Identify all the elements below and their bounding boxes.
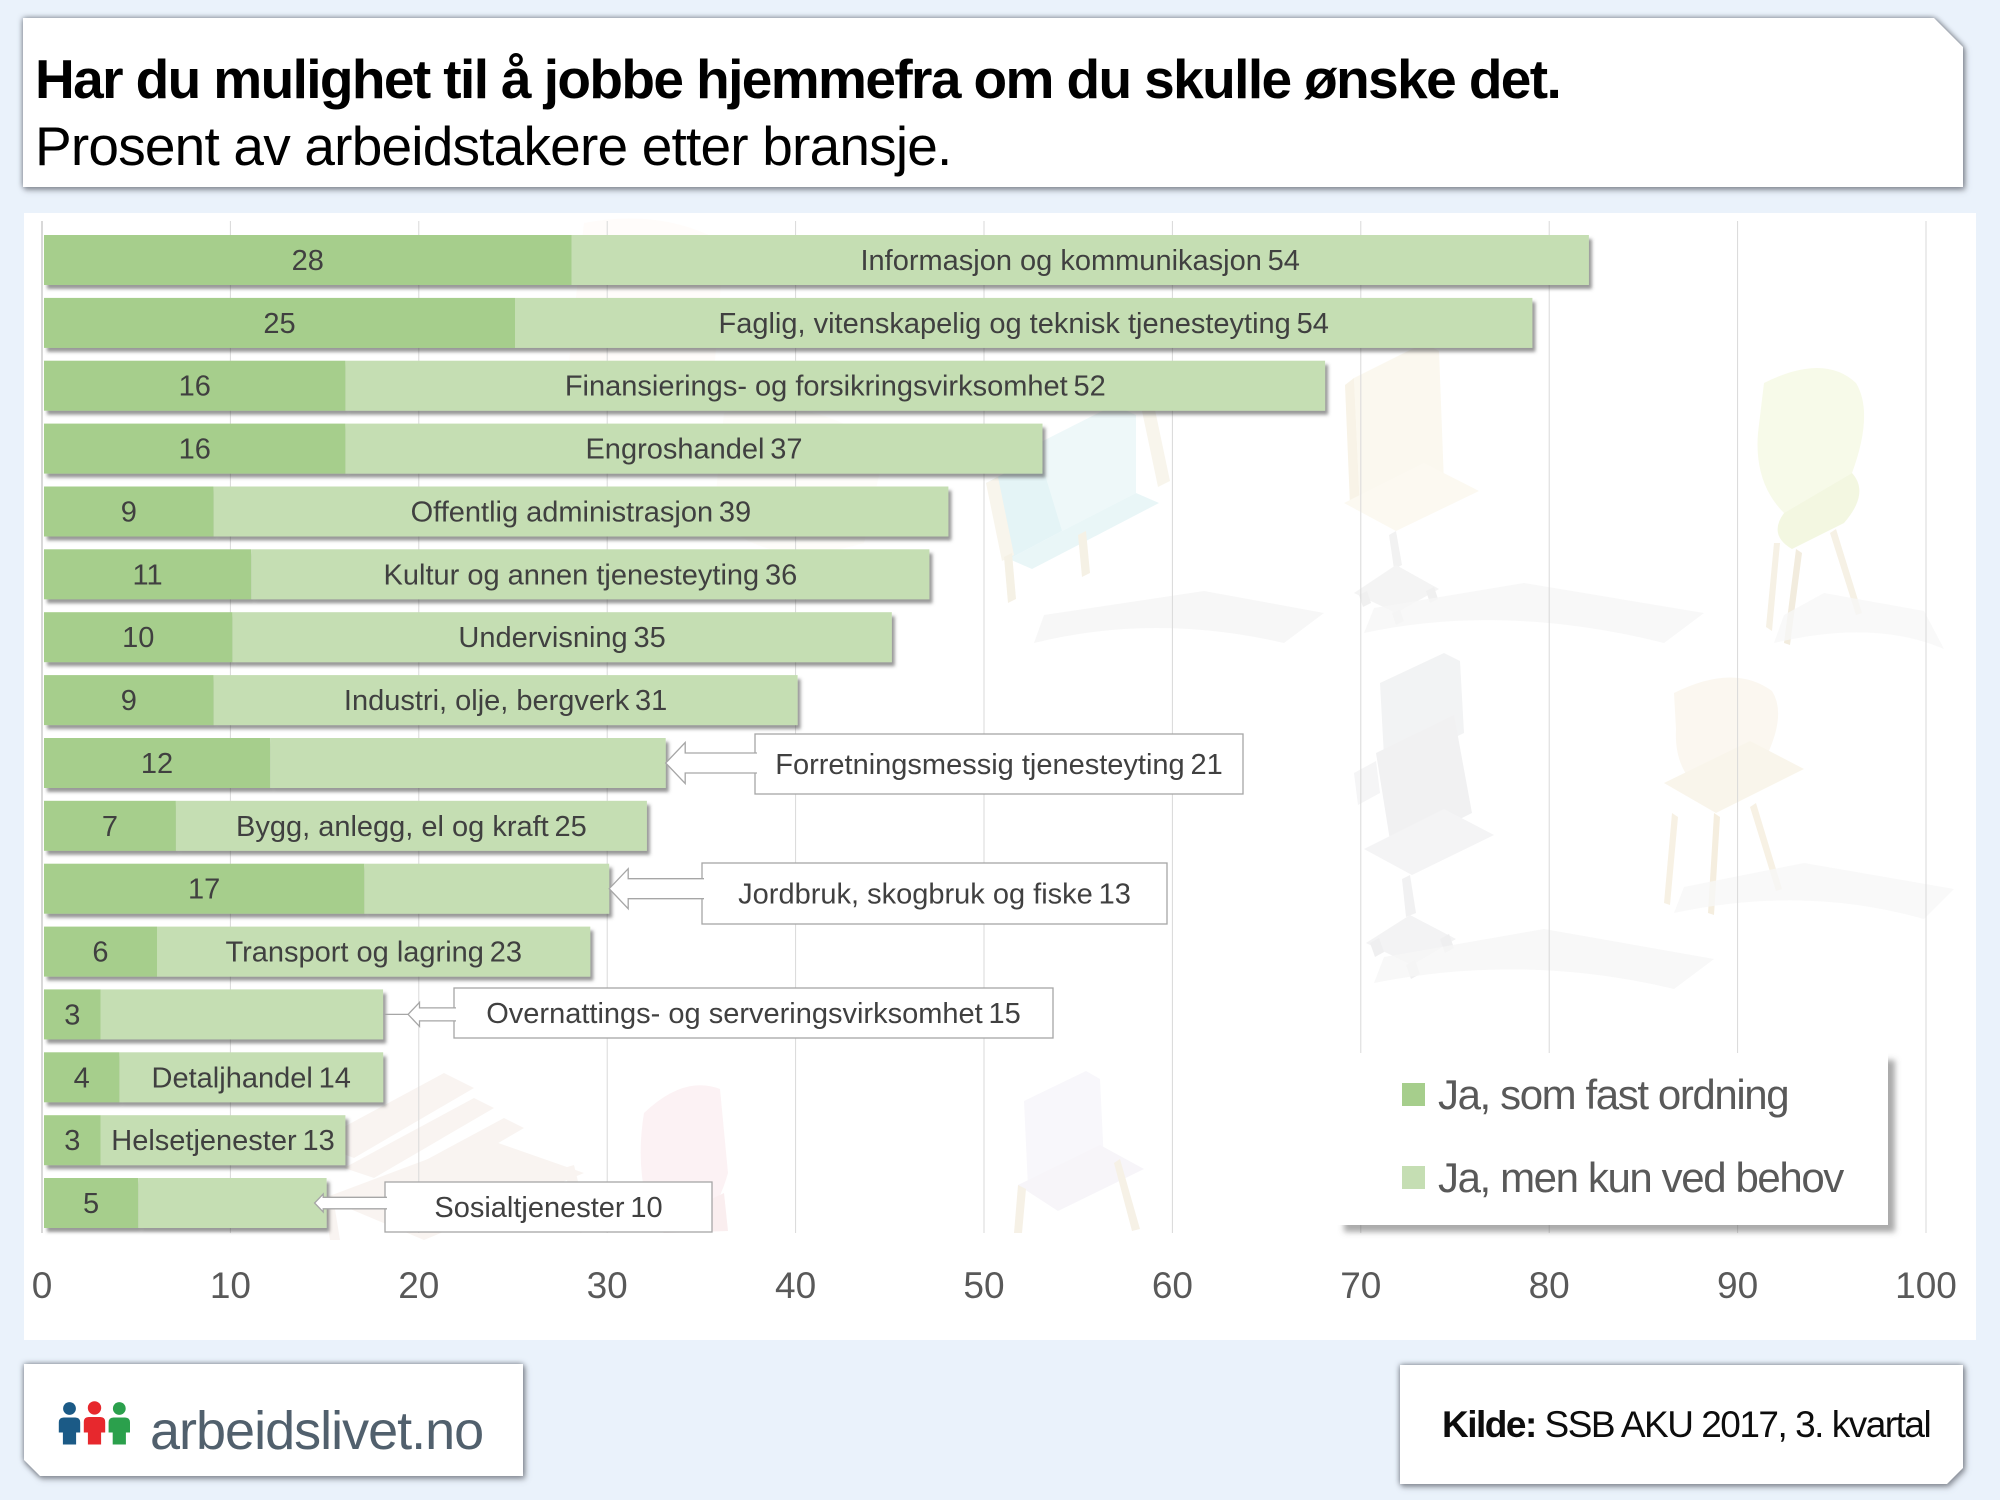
svg-text:Jordbruk, skogbruk og fiske 13: Jordbruk, skogbruk og fiske 13 [738,879,1131,911]
svg-text:90: 90 [1717,1265,1758,1306]
svg-text:5: 5 [83,1188,99,1220]
svg-text:6: 6 [92,937,108,969]
svg-text:Engroshandel 37: Engroshandel 37 [585,434,802,466]
svg-text:Sosialtjenester 10: Sosialtjenester 10 [434,1192,662,1224]
svg-text:17: 17 [188,874,220,906]
svg-text:Industri, olje, bergverk 31: Industri, olje, bergverk 31 [344,685,667,717]
svg-text:Detaljhandel 14: Detaljhandel 14 [152,1062,351,1094]
svg-text:40: 40 [775,1265,816,1306]
svg-text:80: 80 [1529,1265,1570,1306]
svg-text:11: 11 [133,559,163,591]
svg-text:9: 9 [121,497,137,529]
svg-text:30: 30 [587,1265,628,1306]
svg-text:Informasjon og kommunikasjon 5: Informasjon og kommunikasjon 54 [860,245,1299,277]
svg-text:60: 60 [1152,1265,1193,1306]
svg-text:20: 20 [398,1265,439,1306]
svg-text:4: 4 [74,1062,90,1094]
svg-text:Overnattings- og serveringsvir: Overnattings- og serveringsvirksomhet 15 [486,998,1020,1030]
svg-text:3: 3 [64,1125,80,1157]
svg-text:7: 7 [102,811,118,843]
svg-text:Ja, som fast ordning: Ja, som fast ordning [1438,1071,1788,1118]
svg-text:50: 50 [963,1265,1004,1306]
svg-text:16: 16 [179,434,211,466]
svg-text:Kultur og annen tjenesteyting: Kultur og annen tjenesteyting 36 [384,559,798,591]
svg-text:12: 12 [141,748,173,780]
svg-text:10: 10 [210,1265,251,1306]
svg-text:28: 28 [292,245,324,277]
svg-text:25: 25 [263,308,295,340]
svg-text:16: 16 [179,371,211,403]
svg-text:0: 0 [32,1265,53,1306]
svg-text:Offentlig administrasjon 39: Offentlig administrasjon 39 [411,497,752,529]
svg-text:Faglig, vitenskapelig og tekni: Faglig, vitenskapelig og teknisk tjenest… [719,308,1329,340]
svg-text:Forretningsmessig tjenesteytin: Forretningsmessig tjenesteyting 21 [775,749,1222,781]
svg-text:Undervisning 35: Undervisning 35 [458,622,665,654]
svg-text:3: 3 [64,999,80,1031]
svg-text:Transport og lagring 23: Transport og lagring 23 [225,937,522,969]
svg-text:Helsetjenester 13: Helsetjenester 13 [111,1125,334,1157]
svg-text:10: 10 [122,622,154,654]
svg-text:Ja, men kun ved behov: Ja, men kun ved behov [1438,1154,1844,1201]
svg-text:100: 100 [1895,1265,1957,1306]
svg-text:9: 9 [121,685,137,717]
svg-text:70: 70 [1340,1265,1381,1306]
svg-text:Finansierings- og forsikringsv: Finansierings- og forsikringsvirksomhet … [565,371,1106,403]
svg-text:Bygg, anlegg, el og kraft 25: Bygg, anlegg, el og kraft 25 [236,811,587,843]
